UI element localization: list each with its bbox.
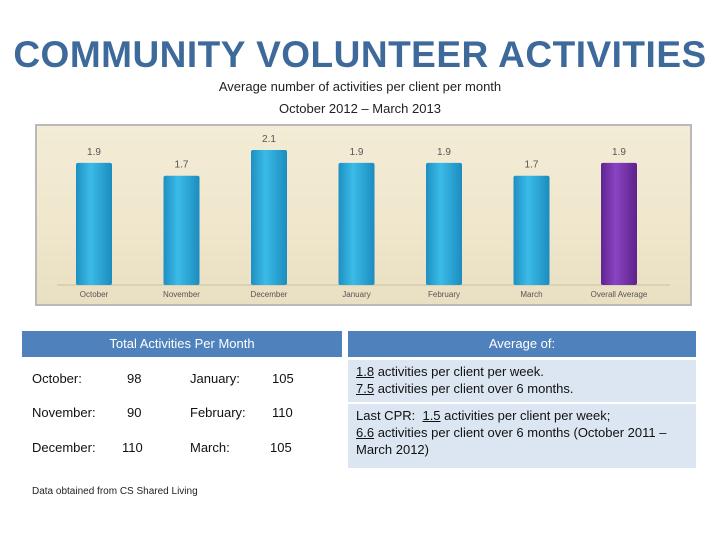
page-title: COMMUNITY VOLUNTEER ACTIVITIES [13,34,707,75]
totals-month-value: 110 [122,440,143,455]
average-current-row: 1.8 activities per client per week. 7.5 … [348,360,696,402]
bar-march [513,175,550,285]
data-label: 1.7 [525,160,539,171]
x-tick-label: March [520,290,542,299]
subtitle-metric: Average number of activities per client … [218,79,502,94]
bar-october [76,162,112,285]
totals-month-label: February: [190,405,246,420]
bar-chart: 1.9 October 1.7 November 2.1 December 1.9 Janua… [57,134,670,299]
totals-month-label: November: [32,405,96,420]
average-last-cpr-row: Last CPR: 1.5 activities per client per … [348,404,696,468]
data-label: 1.9 [87,147,101,158]
x-tick-label: Overall Average [591,290,648,299]
totals-month-value: 105 [270,440,292,455]
last-cpr-weekly-value: 1.5 [422,408,441,423]
last-cpr-label: Last CPR: [356,408,423,423]
x-tick-label: December [251,290,288,299]
bar-overall-average [601,162,637,285]
last-cpr-weekly-text: activities per client per week; [440,408,611,423]
totals-month-value: 110 [272,405,293,420]
bar-november [163,175,200,285]
bar-december [251,150,287,285]
x-tick-label: October [80,290,109,299]
weekly-average-value: 1.8 [356,364,375,379]
data-label: 1.9 [612,147,626,158]
totals-month-label: October: [32,371,82,386]
six-month-average-text: activities per client over 6 months. [374,381,574,396]
x-tick-label: February [428,290,460,299]
totals-month-value: 98 [127,371,142,386]
data-source-note: Data obtained from CS Shared Living [32,486,198,497]
subtitle-date-range: October 2012 – March 2013 [279,101,441,116]
x-tick-label: January [342,290,370,299]
weekly-average-text: activities per client per week. [374,364,544,379]
bar-february [426,162,462,285]
bar-january [338,162,375,285]
last-cpr-six-month-text: activities per client over 6 months (Oct… [356,425,667,457]
data-label: 1.9 [437,147,451,158]
bar-chart-panel: 1.9 October 1.7 November 2.1 December 1.9 Janua… [35,124,692,306]
six-month-average-value: 7.5 [356,381,375,396]
last-cpr-six-month-value: 6.6 [356,425,375,440]
totals-month-value: 105 [272,371,294,386]
totals-month-value: 90 [127,405,142,420]
data-label: 2.1 [262,134,276,145]
average-box-header: Average of: [348,331,696,357]
totals-month-label: March: [190,440,230,455]
totals-month-label: January: [190,371,240,386]
data-label: 1.7 [175,160,189,171]
totals-month-label: December: [32,440,96,455]
data-label: 1.9 [350,147,364,158]
x-tick-label: November [163,290,200,299]
totals-table-header: Total Activities Per Month [22,331,342,357]
